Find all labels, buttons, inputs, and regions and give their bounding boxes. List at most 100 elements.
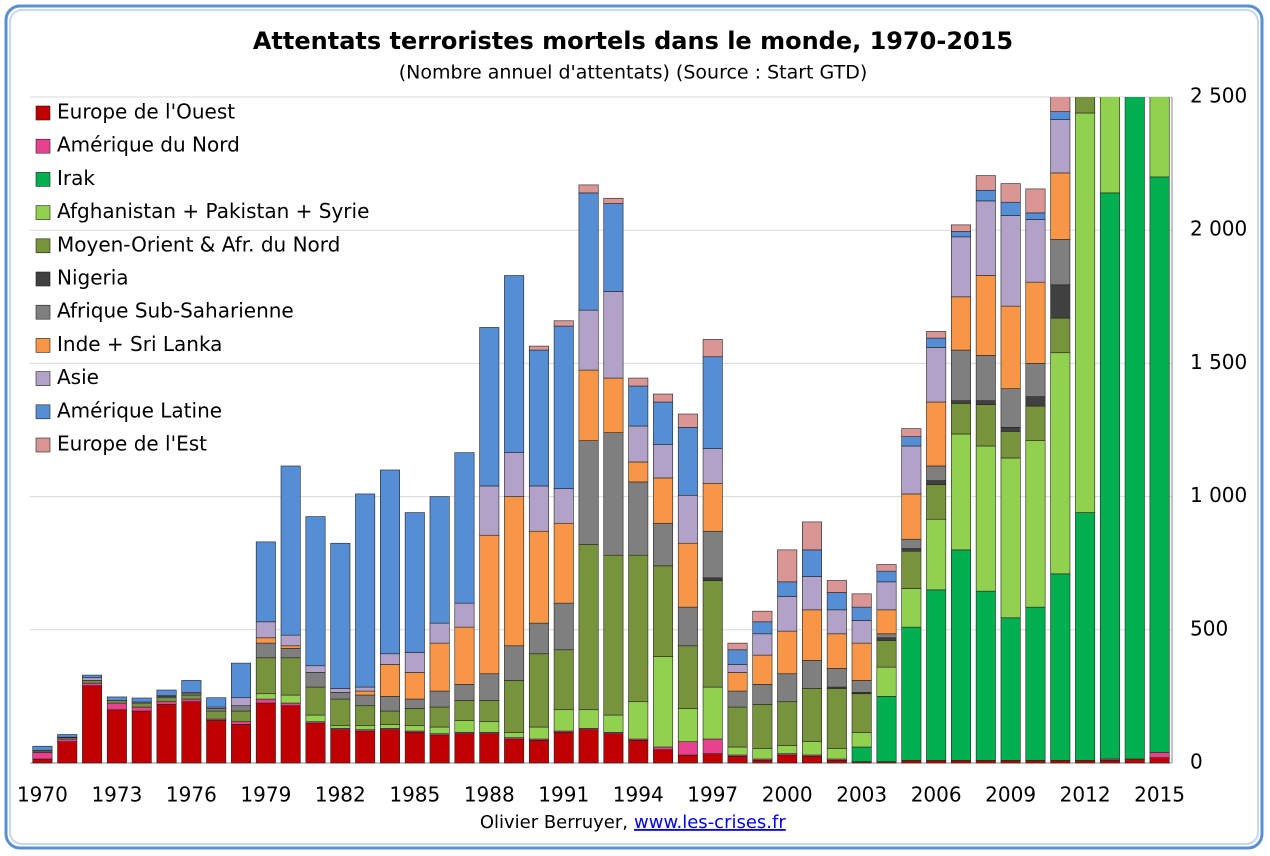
bar-segment (975, 275, 996, 356)
footer-link[interactable]: www.les-crises.fr (634, 812, 786, 833)
bar-segment (677, 542, 698, 608)
bar-segment (305, 516, 326, 667)
bar-segment (131, 710, 152, 764)
bar-segment (1000, 760, 1021, 764)
bar-segment (702, 580, 723, 688)
legend-label: Irak (57, 166, 95, 190)
bar-segment (603, 432, 624, 556)
bar-segment (255, 541, 276, 623)
bar-segment (528, 726, 549, 740)
bar-segment (479, 485, 500, 536)
bar-segment (553, 602, 574, 651)
bar-segment (404, 708, 425, 727)
bar-segment (802, 741, 823, 756)
bar-segment (653, 656, 674, 748)
bar-segment (1000, 215, 1021, 307)
bar-segment (950, 224, 971, 232)
bar-segment (57, 734, 78, 738)
bar-segment (702, 530, 723, 579)
bar-segment (479, 327, 500, 487)
legend-label: Afrique Sub-Saharienne (57, 299, 294, 323)
bar-segment (255, 637, 276, 644)
bar-segment (82, 685, 103, 764)
chart-subtitle: (Nombre annuel d'attentats) (Source : St… (399, 62, 867, 84)
bar-segment (603, 291, 624, 379)
legend-label: Afghanistan + Pakistan + Syrie (57, 199, 369, 223)
bar-segment (578, 369, 599, 441)
bar-segment (404, 672, 425, 700)
bar-segment (429, 496, 450, 624)
bar-segment (1050, 317, 1071, 354)
bar-segment (653, 444, 674, 479)
bar-segment (1000, 305, 1021, 390)
bar-segment (379, 696, 400, 712)
bar-segment (1000, 427, 1021, 432)
bar-segment (752, 684, 773, 705)
bar-segment (677, 741, 698, 756)
bar-segment (330, 725, 351, 729)
bar-segment (702, 577, 723, 581)
bar-segment (628, 377, 649, 387)
bar-segment (1025, 188, 1046, 214)
bar-segment (752, 704, 773, 749)
x-tick-label: 1985 (389, 783, 440, 807)
bar-segment (901, 760, 922, 764)
bar-segment (628, 701, 649, 740)
bar-segment (156, 689, 177, 696)
bar-segment (528, 349, 549, 487)
bar-segment (851, 642, 872, 681)
bar-segment (231, 710, 252, 723)
bar-segment (677, 606, 698, 647)
bar-segment (1050, 352, 1071, 575)
bar-segment (950, 236, 971, 298)
legend-swatch (35, 238, 51, 254)
bar-segment (429, 734, 450, 764)
bar-segment (926, 589, 947, 761)
bar-segment (777, 701, 798, 746)
bar-segment (82, 677, 103, 681)
bar-segment (702, 753, 723, 764)
bar-segment (578, 729, 599, 764)
bar-segment (206, 710, 227, 720)
bar-segment (206, 697, 227, 708)
bar-segment (553, 709, 574, 732)
bar-segment (1025, 760, 1046, 764)
bar-segment (950, 403, 971, 435)
bar-segment (677, 645, 698, 709)
bar-segment (231, 724, 252, 764)
bar-segment (454, 684, 475, 701)
bar-segment (1075, 760, 1096, 764)
x-tick-label: 2009 (985, 783, 1036, 807)
bar-segment (1050, 172, 1071, 240)
bar-segment (1075, 97, 1096, 114)
bar-segment (1050, 111, 1071, 120)
bar-segment (851, 593, 872, 608)
bar-segment (901, 548, 922, 552)
bar-segment (975, 404, 996, 447)
bar-segment (777, 596, 798, 632)
bar-segment (752, 610, 773, 623)
bar-segment (628, 425, 649, 463)
y-tick-label: 2 500 (1190, 84, 1247, 108)
bar-segment (330, 729, 351, 764)
bar-segment (504, 680, 525, 733)
bar-segment (628, 461, 649, 483)
legend-swatch (35, 138, 51, 154)
legend-swatch (35, 172, 51, 187)
bar-segment (355, 705, 376, 727)
bar-segment (777, 549, 798, 583)
bar-segment (280, 705, 301, 764)
bar-segment (280, 465, 301, 636)
bar-segment (802, 756, 823, 764)
bar-segment (231, 721, 252, 725)
bar-segment (1025, 405, 1046, 441)
bar-segment (106, 702, 127, 711)
bar-segment (802, 549, 823, 577)
bar-segment (454, 720, 475, 733)
bar-segment (1149, 176, 1170, 753)
bar-segment (504, 496, 525, 647)
bar-segment (1099, 760, 1120, 764)
bar-segment (255, 657, 276, 695)
bar-segment (305, 665, 326, 673)
y-tick-label: 0 (1190, 750, 1203, 774)
